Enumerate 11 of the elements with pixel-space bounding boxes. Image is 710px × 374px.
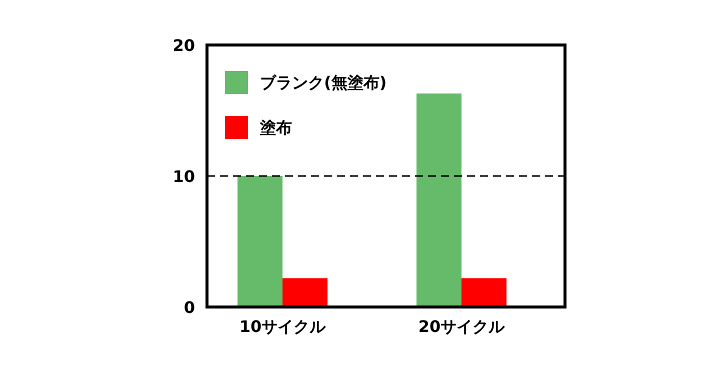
- legend-label: ブランク(無塗布): [260, 73, 387, 92]
- y-tick-label: 20: [172, 36, 195, 55]
- bar: [282, 278, 328, 307]
- y-tick-label: 10: [172, 167, 195, 186]
- x-tick-label: 20サイクル: [418, 317, 506, 336]
- legend-label: 塗布: [259, 118, 292, 137]
- y-tick-label: 0: [184, 298, 195, 317]
- bar: [416, 93, 462, 307]
- bar: [238, 176, 282, 307]
- bar: [462, 278, 506, 307]
- x-tick-label: 10サイクル: [239, 317, 327, 336]
